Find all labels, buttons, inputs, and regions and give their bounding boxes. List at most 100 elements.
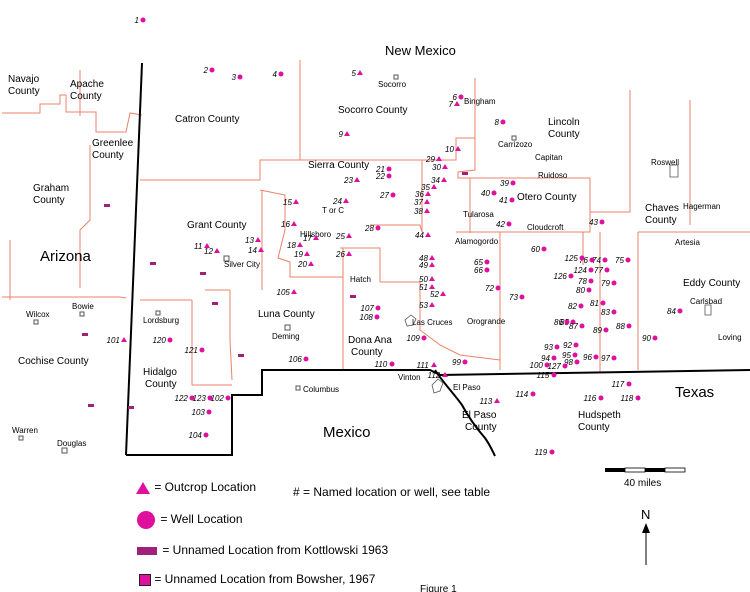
county-hudspeth-1: Hudspeth bbox=[578, 410, 621, 421]
city-bowie: Bowie bbox=[72, 302, 94, 311]
location-label-87: 87 bbox=[569, 322, 578, 331]
location-label-65: 65 bbox=[474, 258, 483, 267]
county-lincoln-2: County bbox=[548, 129, 580, 140]
square-icon bbox=[139, 573, 151, 586]
location-marker-84 bbox=[677, 308, 683, 314]
location-marker-11 bbox=[204, 243, 210, 248]
location-marker-112 bbox=[442, 372, 448, 377]
location-marker-119 bbox=[549, 449, 555, 455]
location-marker-96 bbox=[593, 354, 599, 360]
location-label-12: 12 bbox=[204, 247, 213, 256]
city-marker-warren bbox=[18, 435, 24, 441]
county-greenlee-1: Greenlee bbox=[92, 138, 134, 149]
location-marker-92 bbox=[573, 342, 579, 348]
legend-kottlowski-text: = Unnamed Location from Kottlowski 1963 bbox=[162, 543, 389, 557]
state-borders bbox=[125, 62, 750, 457]
county-navajo-1: Navajo bbox=[8, 74, 40, 85]
location-label-6: 6 bbox=[453, 93, 458, 102]
location-marker-113 bbox=[494, 398, 500, 403]
location-label-98: 98 bbox=[564, 358, 573, 367]
county-labels: Navajo County Apache County Catron Count… bbox=[8, 74, 740, 433]
location-label-22: 22 bbox=[375, 172, 385, 181]
legend-outcrop: = Outcrop Location bbox=[135, 480, 256, 495]
county-el-paso-2: County bbox=[465, 422, 497, 433]
location-marker-2 bbox=[209, 67, 215, 73]
location-label-36: 36 bbox=[415, 190, 424, 199]
county-greenlee-2: County bbox=[92, 150, 124, 161]
location-marker-25 bbox=[346, 233, 352, 238]
location-label-104: 104 bbox=[189, 431, 203, 440]
location-marker-28 bbox=[375, 225, 381, 231]
location-label-89: 89 bbox=[593, 326, 602, 335]
location-marker-117 bbox=[626, 381, 632, 387]
location-marker-77 bbox=[604, 267, 610, 273]
county-grant: Grant County bbox=[187, 220, 246, 231]
location-marker-74 bbox=[602, 257, 608, 263]
city-wilcox: Wilcox bbox=[26, 310, 50, 319]
city-el-paso: El Paso bbox=[453, 383, 481, 392]
location-label-121: 121 bbox=[185, 346, 198, 355]
location-label-114: 114 bbox=[516, 390, 529, 399]
location-label-11: 11 bbox=[194, 242, 202, 251]
location-label-35: 35 bbox=[421, 183, 430, 192]
city-douglas: Douglas bbox=[57, 439, 86, 448]
location-marker-37 bbox=[424, 199, 430, 204]
location-label-23: 23 bbox=[343, 176, 353, 185]
figure-caption-fragment: Figure 1 bbox=[420, 583, 457, 592]
location-marker-42 bbox=[506, 221, 512, 227]
unnamed-locations bbox=[82, 172, 468, 409]
circle-icon bbox=[137, 511, 155, 529]
location-label-4: 4 bbox=[273, 70, 278, 79]
county-graham-2: County bbox=[33, 195, 65, 206]
location-label-118: 118 bbox=[621, 394, 634, 403]
location-marker-76 bbox=[589, 257, 595, 263]
location-label-5: 5 bbox=[352, 69, 357, 78]
location-marker-75 bbox=[625, 257, 631, 263]
location-label-72: 72 bbox=[485, 284, 494, 293]
unnamed-location-mark-8 bbox=[238, 354, 244, 357]
location-label-60: 60 bbox=[531, 245, 540, 254]
location-label-122: 122 bbox=[175, 394, 189, 403]
location-marker-6 bbox=[458, 94, 464, 100]
location-marker-78 bbox=[588, 278, 594, 284]
location-label-92: 92 bbox=[563, 341, 572, 350]
unnamed-location-mark-3 bbox=[200, 272, 206, 275]
county-sierra: Sierra County bbox=[308, 160, 369, 171]
location-label-25: 25 bbox=[335, 232, 345, 241]
city-bingham: Bingham bbox=[464, 97, 496, 106]
location-label-7: 7 bbox=[449, 100, 454, 109]
location-marker-81 bbox=[600, 300, 606, 306]
city-t-or-c: T or C bbox=[322, 206, 344, 215]
location-label-124: 124 bbox=[574, 266, 588, 275]
scale-label: 40 miles bbox=[624, 478, 661, 489]
city-hatch: Hatch bbox=[350, 275, 371, 284]
location-label-110: 110 bbox=[375, 360, 388, 369]
location-marker-110 bbox=[389, 361, 395, 367]
location-label-14: 14 bbox=[248, 246, 257, 255]
location-label-126: 126 bbox=[554, 272, 568, 281]
city-socorro: Socorro bbox=[378, 80, 407, 89]
location-marker-86 bbox=[564, 319, 570, 325]
location-marker-20 bbox=[308, 261, 314, 266]
location-marker-10 bbox=[455, 146, 461, 151]
city-hillsboro: Hillsboro bbox=[300, 230, 332, 239]
location-marker-9 bbox=[344, 131, 350, 136]
location-label-125: 125 bbox=[565, 254, 579, 263]
location-marker-115 bbox=[551, 372, 557, 378]
city-marker-carrizozo bbox=[511, 135, 517, 141]
location-label-43: 43 bbox=[589, 218, 598, 227]
city-marker-wilcox bbox=[33, 319, 39, 325]
location-marker-79 bbox=[611, 280, 617, 286]
location-marker-41 bbox=[509, 197, 515, 203]
city-lordsburg: Lordsburg bbox=[143, 316, 179, 325]
location-marker-97 bbox=[611, 355, 617, 361]
location-label-52: 52 bbox=[430, 290, 439, 299]
location-marker-13 bbox=[255, 237, 261, 242]
unnamed-location-mark-2 bbox=[150, 262, 156, 265]
figure-caption-text: Figure 1 bbox=[420, 584, 457, 592]
city-silver-city: Silver City bbox=[224, 260, 260, 269]
location-label-116: 116 bbox=[584, 394, 597, 403]
location-marker-23 bbox=[354, 177, 360, 182]
county-hidalgo-1: Hidalgo bbox=[143, 367, 177, 378]
location-label-48: 48 bbox=[419, 254, 428, 263]
